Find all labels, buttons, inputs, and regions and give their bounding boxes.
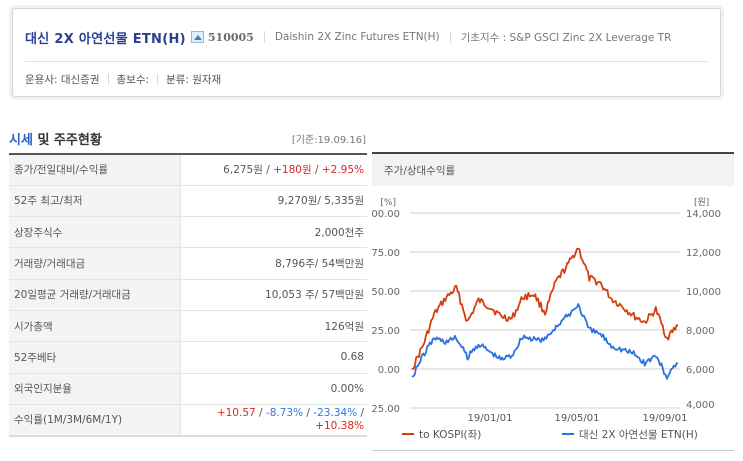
etf-name: 대신 2X 아연선물 ETN(H)	[25, 31, 186, 47]
separator: /	[303, 406, 314, 419]
row-label: 종가/전일대비/수익률	[9, 154, 181, 186]
etf-header-card: 대신 2X 아연선물 ETN(H) 510005 Daishin 2X Zinc…	[12, 8, 721, 97]
separator: /	[262, 164, 274, 177]
separator: /	[311, 164, 322, 177]
y-axis-label: [%]	[380, 198, 396, 208]
return-1m: +10.57	[216, 406, 256, 419]
separator: /	[255, 406, 266, 419]
price-relative-return-chart: -25.00 4,000 0.00 6,000 25.00 8,000 50.00 10,00…	[372, 197, 721, 441]
return-3m: -8.73%	[265, 406, 304, 419]
legend-label-etn: 대신 2X 아연선물 ETN(H)	[579, 429, 698, 441]
row-value: 8,796주/ 54백만원	[180, 247, 367, 280]
x-tick-label: 19/05/01	[555, 413, 600, 424]
base-index: 기초지수 : S&P GSCI Zinc 2X Leverage TR	[460, 31, 672, 44]
return-1y: +10.38%	[315, 419, 364, 432]
table-row: 52주베타 0.68	[9, 341, 367, 374]
row-label: 외국인지분율	[9, 373, 181, 405]
y2-tick-label: 4,000	[686, 400, 715, 411]
row-label: 수익률(1M/3M/6M/1Y)	[9, 404, 181, 437]
divider	[107, 74, 109, 85]
row-label: 시가총액	[9, 310, 181, 343]
row-label: 52주 최고/최저	[9, 185, 181, 218]
etf-code: 510005	[207, 30, 254, 44]
y-tick-label: 25.00	[372, 326, 400, 337]
table-row: 수익률(1M/3M/6M/1Y) +10.57 / -8.73% / -23.3…	[9, 404, 367, 437]
series-line-etn	[411, 303, 679, 380]
table-row: 52주 최고/최저 9,270원/ 5,335원	[9, 185, 367, 218]
price-info-table: 종가/전일대비/수익률 6,275원 / +180원 / +2.95% 52주 …	[9, 153, 367, 437]
y-tick-label: 75.00	[372, 248, 400, 259]
section-title: 시세 및 주주현황	[9, 129, 102, 148]
row-value: 9,270원/ 5,335원	[180, 185, 367, 218]
divider	[157, 74, 159, 85]
chart-bottom-border	[372, 450, 734, 451]
table-row: 시가총액 126억원	[9, 310, 367, 343]
section-title-rest: 및 주주현황	[32, 133, 102, 148]
divider	[263, 31, 265, 43]
english-name: Daishin 2X Zinc Futures ETN(H)	[274, 31, 440, 43]
y2-axis-label: [원]	[694, 197, 709, 208]
row-label: 상장주식수	[9, 216, 181, 249]
header-meta-row: 운용사: 대신증권 총보수: 분류: 원자재	[25, 72, 221, 87]
manager: 운용사: 대신증권	[25, 74, 100, 86]
row-value: 6,275원 / +180원 / +2.95%	[180, 154, 367, 186]
price-change: +180원	[273, 164, 312, 177]
section-title-accent: 시세	[9, 133, 33, 148]
y2-tick-label: 8,000	[686, 326, 715, 337]
close-price: 6,275원	[223, 164, 263, 177]
row-value: +10.57 / -8.73% / -23.34% / +10.38%	[180, 404, 367, 437]
row-value: 10,053 주/ 57백만원	[180, 279, 367, 311]
series-line-kospi	[411, 247, 679, 370]
chart-title: 주가/상대수익률	[372, 152, 734, 186]
table-row: 외국인지분율 0.00%	[9, 373, 367, 405]
home-icon[interactable]	[190, 31, 204, 43]
header-title-row: 대신 2X 아연선물 ETN(H) 510005 Daishin 2X Zinc…	[25, 27, 671, 47]
row-label: 거래량/거래대금	[9, 247, 181, 280]
table-row: 20일평균 거래량/거래대금 10,053 주/ 57백만원	[9, 279, 367, 311]
y-tick-label: -25.00	[372, 404, 400, 415]
row-value: 126억원	[180, 310, 367, 343]
row-label: 52주베타	[9, 341, 181, 374]
legend-label-kospi: to KOSPI(좌)	[419, 429, 481, 441]
change-rate: +2.95%	[321, 164, 364, 177]
row-value: 0.00%	[180, 373, 367, 405]
return-6m: -23.34%	[313, 406, 358, 419]
y2-tick-label: 12,000	[686, 248, 721, 259]
y-tick-label: 0.00	[378, 365, 400, 376]
divider	[449, 31, 451, 43]
y2-tick-label: 10,000	[686, 287, 721, 298]
separator: /	[357, 406, 364, 419]
x-tick-label: 19/01/01	[468, 413, 513, 424]
table-row: 상장주식수 2,000천주	[9, 216, 367, 249]
table-row: 종가/전일대비/수익률 6,275원 / +180원 / +2.95%	[9, 154, 367, 186]
row-value: 0.68	[180, 341, 367, 374]
base-date: [기준:19.09.16]	[291, 135, 366, 146]
y-tick-label: 50.00	[372, 287, 400, 298]
row-label: 20일평균 거래량/거래대금	[9, 279, 181, 311]
y2-tick-label: 6,000	[686, 365, 715, 376]
row-value: 2,000천주	[180, 216, 367, 249]
header-divider	[25, 61, 708, 62]
y-tick-label: .00.00	[372, 209, 400, 220]
table-row: 거래량/거래대금 8,796주/ 54백만원	[9, 247, 367, 280]
chart-panel: 주가/상대수익률 -25.00 4,000 0.00 6,000 25.00 8,000 5…	[372, 152, 734, 452]
category: 분류: 원자재	[166, 74, 222, 86]
x-tick-label: 19/09/01	[643, 413, 688, 424]
total-fee: 총보수:	[116, 74, 150, 86]
y2-tick-label: 14,000	[686, 209, 721, 220]
